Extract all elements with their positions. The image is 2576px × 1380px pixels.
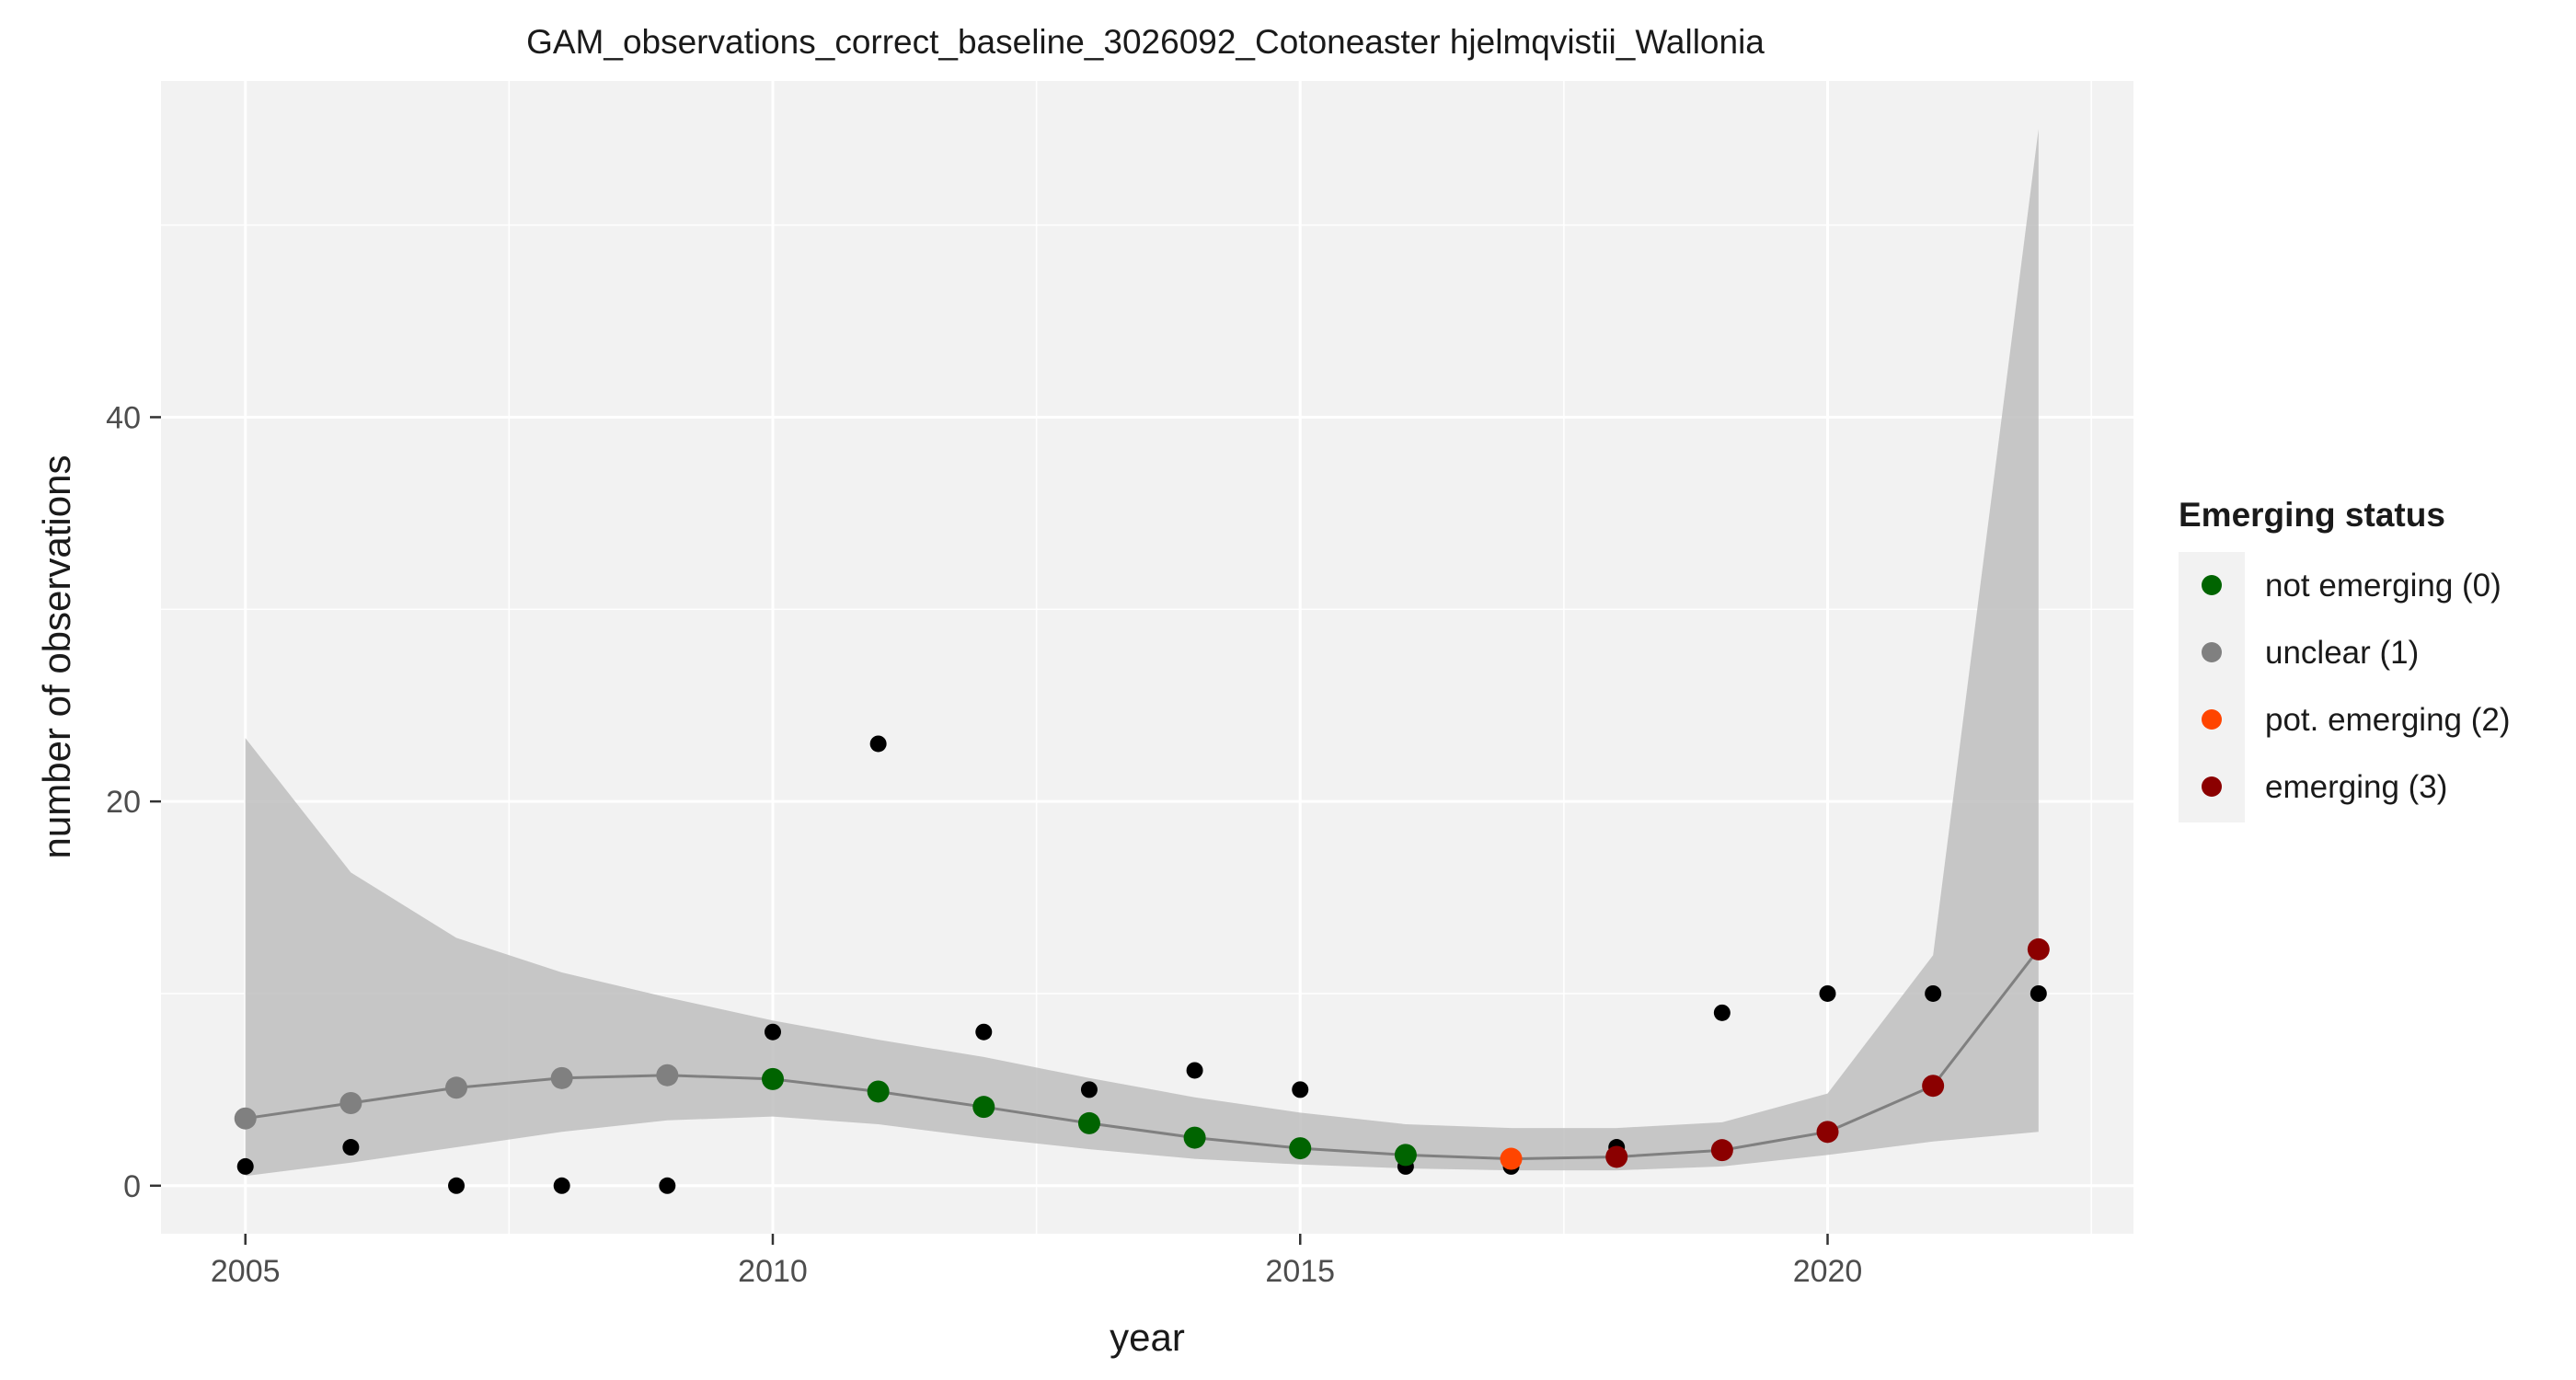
- status-point: [1710, 1139, 1733, 1162]
- status-point: [656, 1064, 679, 1087]
- legend-key: [2202, 709, 2222, 730]
- grid-major: [161, 81, 2133, 1234]
- observation-point: [2030, 984, 2047, 1002]
- status-point: [1289, 1137, 1312, 1160]
- observation-point: [448, 1177, 466, 1194]
- observation-point: [975, 1023, 993, 1041]
- y-tick-label: 40: [106, 400, 141, 435]
- legend-label: pot. emerging (2): [2265, 702, 2511, 738]
- legend-key: [2202, 776, 2222, 797]
- status-point: [550, 1066, 573, 1089]
- status-point: [1605, 1145, 1628, 1168]
- status-point: [1816, 1121, 1839, 1144]
- y-axis-title: number of observations: [35, 455, 78, 859]
- status-point: [234, 1107, 257, 1130]
- confidence-ribbon: [245, 129, 2039, 1177]
- status-point: [1500, 1147, 1523, 1170]
- legend-label: not emerging (0): [2265, 568, 2501, 604]
- observation-point: [1080, 1081, 1098, 1098]
- x-tick-label: 2020: [1793, 1254, 1863, 1289]
- legend-key: [2202, 642, 2222, 662]
- status-point: [867, 1080, 890, 1103]
- observation-point: [764, 1023, 781, 1041]
- status-point: [972, 1096, 995, 1119]
- status-point: [339, 1091, 362, 1114]
- x-tick-label: 2005: [211, 1254, 281, 1289]
- chart-title: GAM_observations_correct_baseline_302609…: [526, 23, 1765, 61]
- observation-point: [342, 1139, 360, 1156]
- grid-minor: [161, 81, 2133, 1234]
- status-point: [2027, 937, 2050, 960]
- x-axis: 2005 2010 2015 2020: [211, 1234, 1862, 1289]
- x-axis-title: year: [1110, 1316, 1185, 1359]
- legend-entries: not emerging (0) unclear (1) pot. emerging…: [2202, 568, 2511, 805]
- legend-label: unclear (1): [2265, 635, 2419, 671]
- legend: Emerging status not emerging (0) unclear …: [2179, 496, 2511, 822]
- observation-point: [1292, 1081, 1309, 1098]
- status-point: [1077, 1111, 1100, 1134]
- gam-fit-line: [245, 948, 2040, 1161]
- observation-point: [659, 1177, 676, 1194]
- status-point: [761, 1067, 784, 1090]
- status-points: [234, 937, 2050, 1170]
- y-tick-label: 0: [123, 1169, 141, 1204]
- legend-label: emerging (3): [2265, 769, 2447, 805]
- status-point: [1922, 1075, 1945, 1098]
- status-point: [1183, 1126, 1206, 1149]
- y-axis: 0 20 40: [106, 400, 161, 1204]
- x-tick-label: 2015: [1265, 1254, 1335, 1289]
- observation-point: [236, 1157, 254, 1175]
- observation-point: [1925, 984, 1942, 1002]
- observation-point: [1819, 984, 1836, 1002]
- status-point: [1394, 1144, 1417, 1167]
- observation-point: [1713, 1004, 1731, 1021]
- status-point: [445, 1076, 468, 1099]
- observation-point: [1186, 1062, 1203, 1079]
- legend-key: [2202, 575, 2222, 595]
- observation-point: [553, 1177, 570, 1194]
- x-tick-label: 2010: [738, 1254, 808, 1289]
- legend-title: Emerging status: [2179, 496, 2445, 534]
- observation-point: [869, 735, 887, 753]
- y-tick-label: 20: [106, 785, 141, 820]
